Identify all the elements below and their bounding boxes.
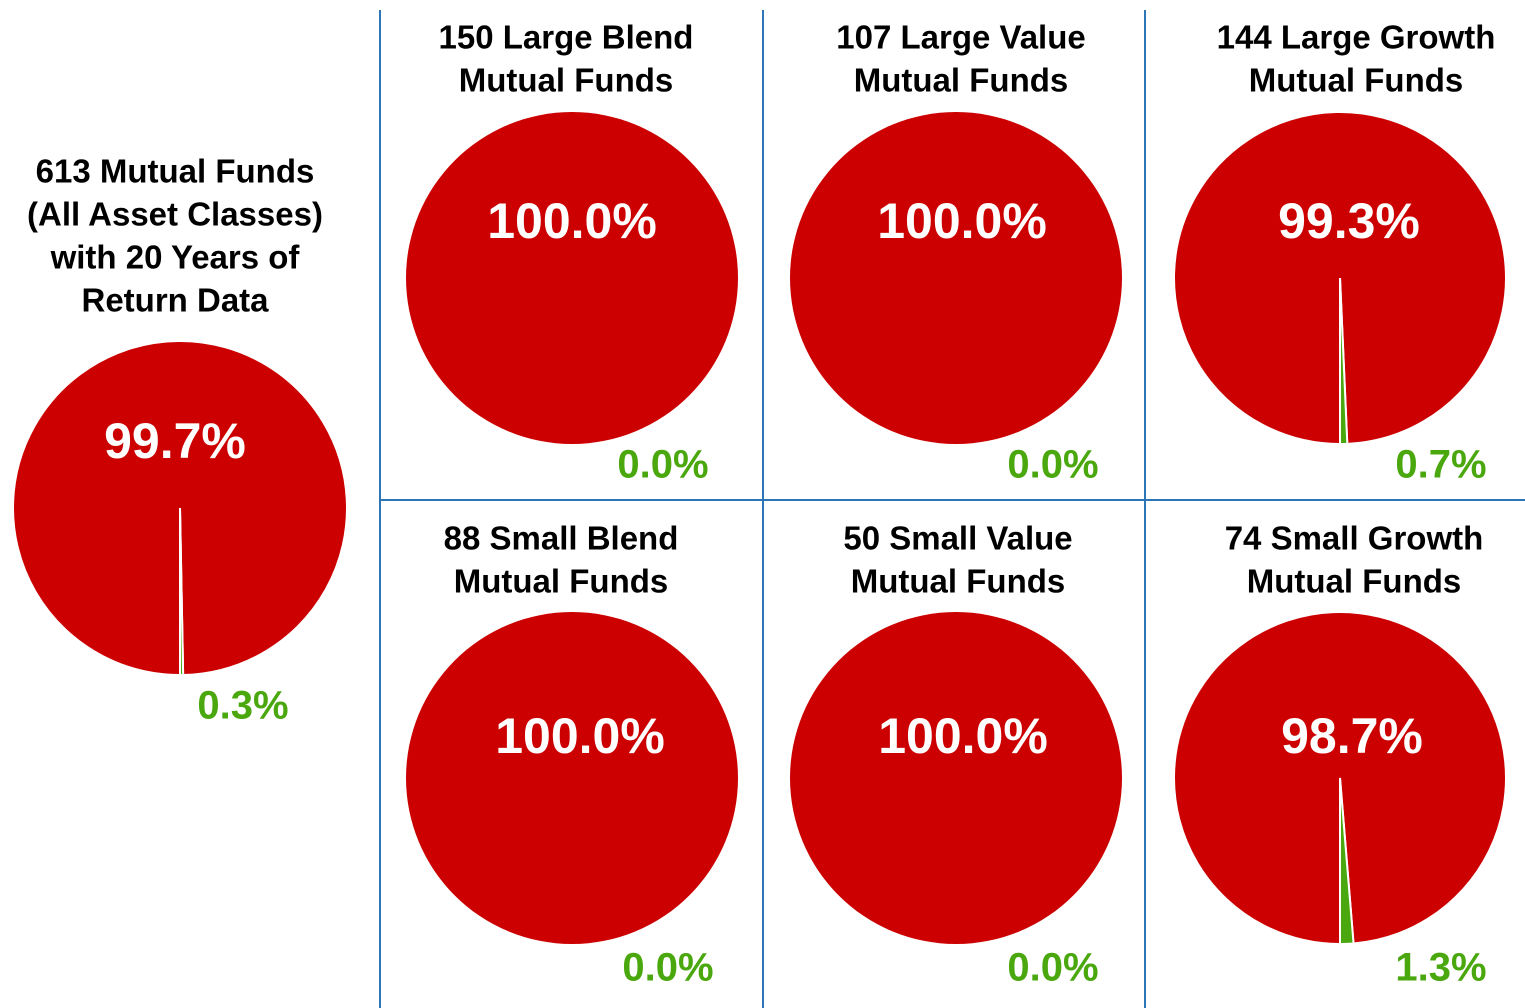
pie-slice [406, 112, 738, 444]
pie-slice [1339, 277, 1349, 445]
chart-title: 50 Small Value [843, 520, 1072, 557]
chart-title: Mutual Funds [454, 563, 668, 600]
pie-slice [179, 507, 185, 676]
pie-slice [790, 612, 1122, 944]
chart-title: Mutual Funds [854, 62, 1068, 99]
chart-title: (All Asset Classes) [27, 196, 323, 233]
chart-title: Return Data [81, 282, 269, 319]
data-label: 0.0% [622, 946, 713, 990]
data-label: 0.0% [1007, 443, 1098, 487]
chart-title: Mutual Funds [459, 62, 673, 99]
chart-title: Mutual Funds [1247, 563, 1461, 600]
chart-title: 150 Large Blend [439, 19, 694, 56]
chart-title: 613 Mutual Funds [36, 153, 315, 190]
data-label: 0.0% [1007, 946, 1098, 990]
data-label: 0.0% [617, 443, 708, 487]
chart-title: 144 Large Growth [1217, 19, 1496, 56]
data-label: 100.0% [487, 193, 657, 249]
data-label: 0.7% [1395, 443, 1486, 487]
chart-title: with 20 Years of [50, 239, 301, 276]
pie-slice [790, 112, 1122, 444]
pie-slice [1339, 777, 1355, 945]
chart-title: Mutual Funds [1249, 62, 1463, 99]
data-label: 100.0% [495, 708, 665, 764]
pie-slice [406, 612, 738, 944]
data-label: 0.3% [197, 684, 288, 728]
chart-title: 88 Small Blend [444, 520, 679, 557]
data-label: 98.7% [1281, 708, 1423, 764]
data-label: 1.3% [1395, 946, 1486, 990]
chart-title: Mutual Funds [851, 563, 1065, 600]
data-label: 99.7% [104, 413, 246, 469]
data-label: 100.0% [878, 708, 1048, 764]
chart-title: 107 Large Value [836, 19, 1085, 56]
data-label: 99.3% [1278, 193, 1420, 249]
chart-title: 74 Small Growth [1225, 520, 1484, 557]
data-label: 100.0% [877, 193, 1047, 249]
